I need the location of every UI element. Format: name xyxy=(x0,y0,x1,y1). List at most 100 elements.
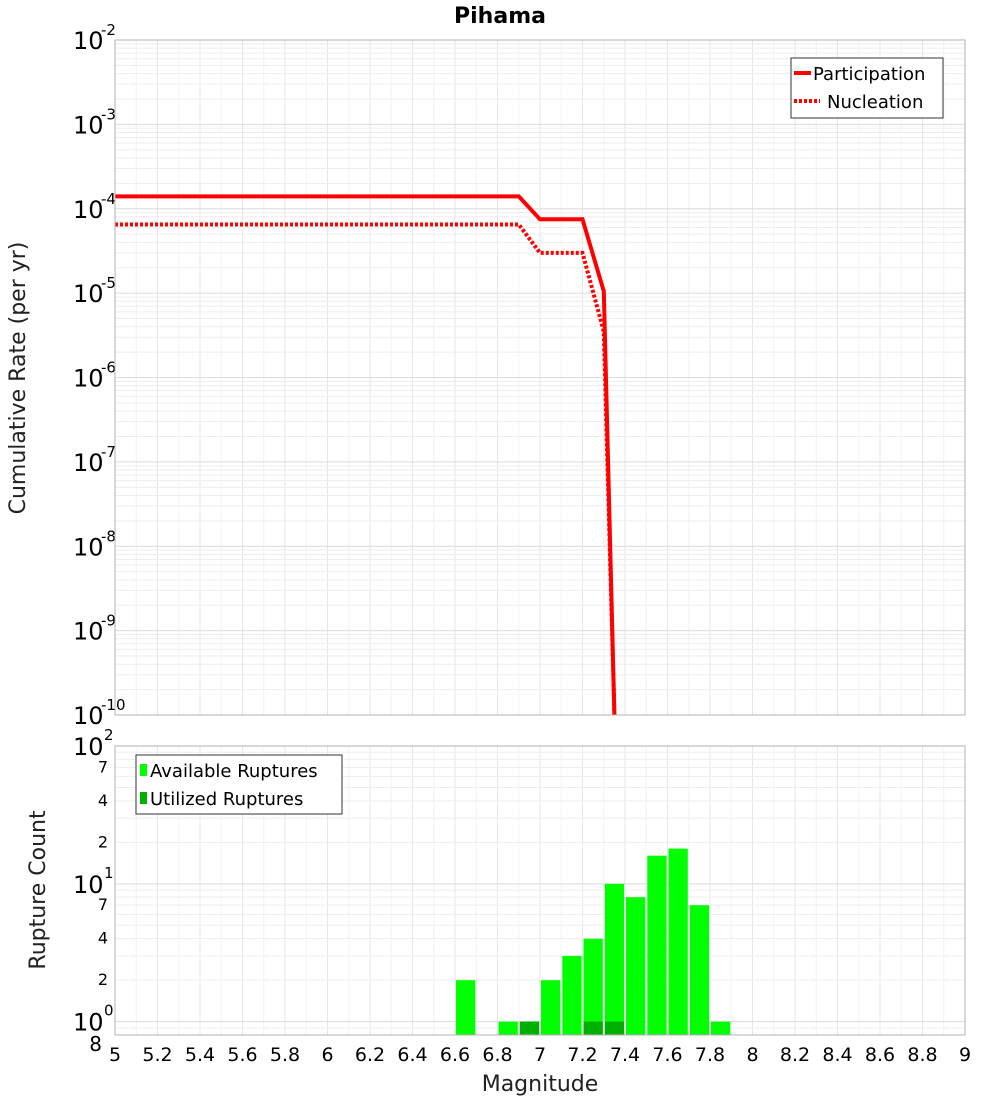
rate-y-tick-base: 10 xyxy=(73,111,104,139)
count-y-tick-exp: 1 xyxy=(104,864,114,882)
rate-y-tick-exp: -4 xyxy=(101,190,116,208)
count-y-tick: 7 xyxy=(98,895,108,914)
count-y-tick: 10 0 xyxy=(73,1002,114,1037)
rate-y-axis-label: Cumulative Rate (per yr) xyxy=(6,242,31,515)
count-plot-frame xyxy=(114,745,966,1036)
rate-y-tick-base: 10 xyxy=(73,280,104,308)
rate-lines xyxy=(115,194,617,716)
rate-y-tick: 10-10 xyxy=(73,696,126,730)
bar-utilized-ruptures xyxy=(519,1021,540,1035)
rate-y-tick-exp: -7 xyxy=(101,443,116,461)
x-tick-label: 8.4 xyxy=(822,1044,852,1066)
rate-y-tick: 10-9 xyxy=(73,612,116,646)
count-y-tick: 2 xyxy=(98,832,108,851)
count-y-tick: 10 1 xyxy=(73,864,114,899)
rate-y-tick: 10-7 xyxy=(73,443,116,477)
legend-nucleation-label: Nucleation xyxy=(827,92,923,113)
legend-utilized-swatch xyxy=(140,792,147,804)
rate-y-tick-exp: -5 xyxy=(101,274,116,292)
x-tick-label: 6.2 xyxy=(355,1044,385,1066)
count-y-tick-label: 7 xyxy=(98,757,108,776)
x-tick-label: 5.6 xyxy=(227,1044,257,1066)
rate-y-tick-exp: -3 xyxy=(101,105,116,123)
x-tick-label: 8 xyxy=(746,1044,758,1066)
count-y-tick: 4 xyxy=(98,929,108,948)
count-bars xyxy=(456,848,731,1035)
count-y-axis-label: Rupture Count xyxy=(26,810,51,970)
rate-y-tick: 10-2 xyxy=(73,21,116,55)
x-tick-label: 7.6 xyxy=(652,1044,682,1066)
count-y-tick: 7 xyxy=(98,757,108,776)
count-y-tick: 4 xyxy=(98,791,108,810)
bar-utilized-ruptures xyxy=(604,1021,625,1035)
bar-available-ruptures xyxy=(647,855,667,1035)
bar-available-ruptures xyxy=(689,905,710,1035)
legend-participation-label: Participation xyxy=(813,64,925,85)
count-y-tick-label: 2 xyxy=(98,832,108,851)
count-y-tick-label: 8 xyxy=(89,1032,102,1056)
x-tick-label: 6 xyxy=(321,1044,333,1066)
x-tick-label: 7.8 xyxy=(695,1044,725,1066)
rate-y-tick-exp: -8 xyxy=(101,527,116,545)
legend-available-swatch xyxy=(140,764,147,776)
rate-y-tick-exp: -2 xyxy=(101,21,116,39)
x-tick-label: 5.8 xyxy=(270,1044,300,1066)
bar-utilized-ruptures xyxy=(583,1021,603,1035)
rate-y-tick-base: 10 xyxy=(73,365,104,393)
count-y-tick-label: 4 xyxy=(98,791,108,810)
count-legend-box xyxy=(135,754,343,815)
rate-y-tick-exp: -10 xyxy=(101,696,126,714)
series-line-participation xyxy=(115,194,617,716)
rate-y-tick-exp: -6 xyxy=(101,359,116,377)
rate-y-tick-base: 10 xyxy=(73,449,104,477)
x-tick-label: 6.8 xyxy=(482,1044,512,1066)
x-tick-label: 6.6 xyxy=(440,1044,470,1066)
rate-y-tick: 10-4 xyxy=(73,190,116,224)
rate-y-tick: 10-6 xyxy=(73,359,116,393)
x-tick-label: 9 xyxy=(959,1044,971,1066)
count-y-tick-exp: 2 xyxy=(104,726,114,744)
count-y-tick-label: 4 xyxy=(98,929,108,948)
legend-available-label: Available Ruptures xyxy=(150,761,318,782)
bar-available-ruptures xyxy=(668,848,688,1035)
bar-available-ruptures xyxy=(456,980,476,1035)
x-tick-label: 6.4 xyxy=(397,1044,427,1066)
rate-legend: Participation Nucleation xyxy=(790,57,944,119)
bar-available-ruptures xyxy=(604,883,625,1035)
rate-plot-frame xyxy=(114,39,966,716)
count-y-tick-base: 10 xyxy=(73,1009,104,1037)
x-axis-label: Magnitude xyxy=(482,1072,599,1097)
series-line-nucleation xyxy=(115,222,617,716)
count-y-tick-exp: 0 xyxy=(104,1002,114,1020)
rate-y-tick: 10-5 xyxy=(73,274,116,308)
x-tick-label: 8.8 xyxy=(907,1044,937,1066)
x-tick-label: 7 xyxy=(534,1044,546,1066)
rate-y-tick-base: 10 xyxy=(73,27,104,55)
rate-y-tick-base: 10 xyxy=(73,533,104,561)
bar-available-ruptures xyxy=(626,897,646,1035)
rate-y-tick-exp: -9 xyxy=(101,612,116,630)
x-ticks: 5 5.2 5.4 5.6 5.8 6 6.2 6.4 6.6 6.8 7 7.2 7.4 7.6 7.8 8… xyxy=(109,1044,971,1066)
chart-title: Pihama xyxy=(454,4,546,29)
rate-grid xyxy=(114,40,966,716)
x-tick-label: 5 xyxy=(109,1044,121,1066)
legend-utilized-label: Utilized Ruptures xyxy=(150,789,303,810)
bar-available-ruptures xyxy=(583,938,603,1035)
count-y-tick: 8 xyxy=(89,1032,102,1056)
x-tick-label: 8.6 xyxy=(865,1044,895,1066)
bar-available-ruptures xyxy=(541,980,561,1035)
x-tick-label: 7.4 xyxy=(610,1044,640,1066)
bar-available-ruptures xyxy=(498,1021,518,1035)
count-y-tick-label: 2 xyxy=(98,970,108,989)
bar-available-ruptures xyxy=(711,1021,731,1035)
count-legend: Available Ruptures Utilized Ruptures xyxy=(135,754,343,815)
count-y-tick-base: 10 xyxy=(73,871,104,899)
count-y-tick: 10 2 xyxy=(73,726,114,761)
bar-available-ruptures xyxy=(562,955,582,1035)
rate-y-tick-base: 10 xyxy=(73,618,104,646)
x-tick-label: 8.2 xyxy=(780,1044,810,1066)
